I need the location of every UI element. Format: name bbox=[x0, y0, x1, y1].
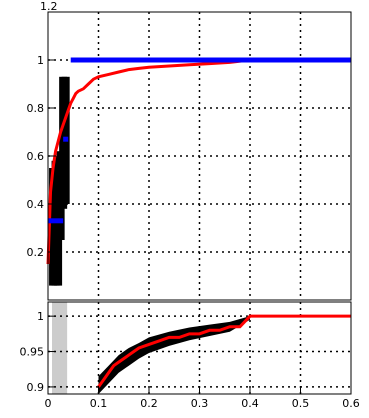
x-tick-label: 0.6 bbox=[342, 397, 360, 410]
y-tick-label: 1 bbox=[37, 54, 44, 67]
x-tick-label: 0.4 bbox=[241, 397, 259, 410]
y-tick-label: 0.6 bbox=[27, 150, 45, 163]
y-tick-label: 1 bbox=[37, 310, 44, 323]
x-tick-label: 0.1 bbox=[90, 397, 108, 410]
x-tick-label: 0.2 bbox=[140, 397, 158, 410]
series-line bbox=[97, 314, 351, 388]
lower-panel: 0.9 0.95 1 0 0.1 0.2 0.3 0.4 0.5 0.6 bbox=[20, 301, 360, 410]
x-tick-label: 0.5 bbox=[292, 397, 310, 410]
y-tick-label: 0.95 bbox=[20, 346, 45, 359]
upper-panel: 0.2 0.4 0.6 0.8 1 bbox=[27, 11, 352, 301]
y-tick-label: 0.8 bbox=[27, 102, 45, 115]
y-tick-label: 0.9 bbox=[27, 381, 45, 394]
y-tick-label: 1.2 bbox=[40, 0, 58, 13]
shaded-region bbox=[52, 302, 68, 394]
x-tick-label: 0 bbox=[45, 397, 52, 410]
y-tick-label: 0.4 bbox=[27, 198, 45, 211]
x-tick-label: 0.3 bbox=[191, 397, 209, 410]
y-tick-label: 0.2 bbox=[27, 246, 45, 259]
